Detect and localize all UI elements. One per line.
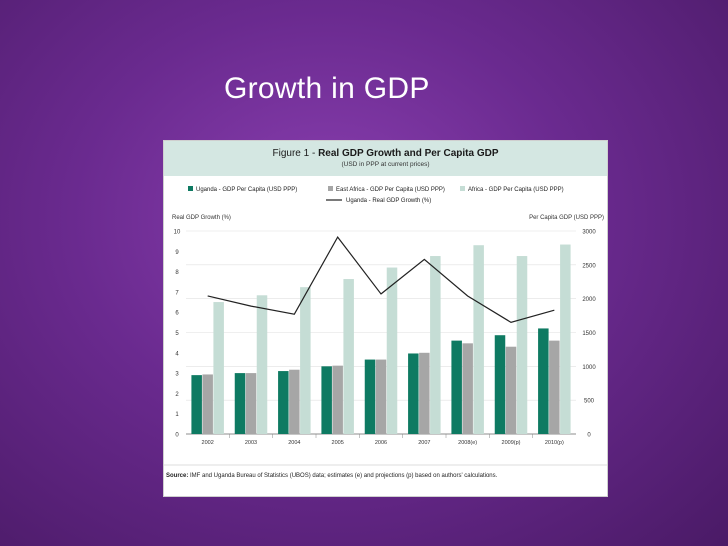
legend-swatch [188,186,193,191]
bar [549,340,560,434]
x-tick-label: 2006 [375,440,387,446]
bar [202,374,213,434]
figure-title: Figure 1 - Real GDP Growth and Per Capit… [164,148,607,159]
bar [462,343,473,434]
bar [430,256,441,434]
x-tick-label: 2008(e) [458,440,477,446]
figure-header [164,141,607,176]
source-text: IMF and Uganda Bureau of Statistics (UBO… [188,473,497,479]
bar [343,279,354,434]
right-axis-tick-label: 3000 [582,230,596,236]
bar [245,373,257,434]
legend-swatch [328,186,333,191]
bar [419,352,430,434]
x-tick-label: 2002 [202,440,214,446]
x-tick-label: 2004 [288,440,300,446]
legend-label: East Africa - GDP Per Capita (USD PPP) [336,187,445,193]
left-axis-tick-label: 3 [175,372,179,378]
legend-label: Uganda - GDP Per Capita (USD PPP) [196,187,297,193]
x-tick-label: 2003 [245,440,257,446]
right-axis-tick-label: 2500 [582,263,596,269]
left-axis-tick-label: 1 [175,412,179,418]
bar [213,302,224,434]
bar [321,366,332,434]
bar [408,353,419,434]
slide-title: Growth in GDP [224,72,430,105]
left-axis-tick-label: 10 [174,230,181,236]
left-axis-tick-label: 7 [175,290,179,296]
x-tick-label: 2005 [332,440,344,446]
left-axis-title: Real GDP Growth (%) [172,215,231,221]
legend-label: Uganda - Real GDP Growth (%) [346,198,431,204]
bar [234,373,246,434]
bar [386,267,398,434]
bar [364,359,376,434]
right-axis-title: Per Capita GDP (USD PPP) [529,215,604,221]
right-axis-tick-label: 1500 [582,331,596,337]
x-tick-label: 2007 [418,440,430,446]
left-axis-tick-label: 9 [175,250,179,256]
bar [289,369,300,434]
bar [256,295,268,434]
growth-line [207,236,555,323]
right-axis-tick-label: 1000 [582,365,596,371]
x-tick-label: 2010(p) [545,440,564,446]
source-note: Source: IMF and Uganda Bureau of Statist… [166,473,498,479]
chart-figure: Figure 1 - Real GDP Growth and Per Capit… [163,140,608,497]
x-tick-label: 2009(p) [502,440,521,446]
left-axis-tick-label: 2 [175,392,179,398]
bar [560,244,571,434]
left-axis-tick-label: 6 [175,311,179,317]
left-axis-tick-label: 8 [175,270,179,276]
figure-subtitle: (USD in PPP at current prices) [341,161,430,168]
bar [278,371,289,434]
combo-chart: 0 500 1000 1500 2000 2500 3000 0 1 2 3 4 5 6 7 8 9 10 Real… [164,186,607,479]
bar [300,287,311,434]
legend-label: Africa - GDP Per Capita (USD PPP) [468,187,564,193]
bar [494,335,506,434]
left-axis-tick-label: 4 [175,351,179,357]
bar [516,256,528,434]
bar [375,359,387,434]
bar [191,375,202,434]
figure-label: Figure 1 - [272,148,319,159]
figure-title-bold: Real GDP Growth and Per Capita GDP [318,148,499,159]
right-axis-tick-label: 2000 [582,297,596,303]
left-axis-tick-label: 0 [175,433,179,439]
bar [473,245,484,434]
bar [451,340,462,434]
bar [505,346,517,434]
source-label: Source: [166,473,188,479]
bar [332,365,343,434]
bar [538,328,549,434]
left-axis-tick-label: 5 [175,331,179,337]
right-axis-tick-label: 500 [584,399,595,405]
legend-swatch [460,186,465,191]
right-axis-tick-label: 0 [587,433,591,439]
